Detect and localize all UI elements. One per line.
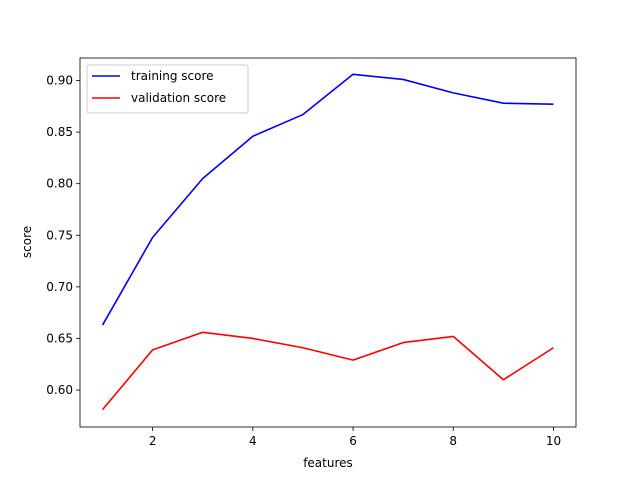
series-layer: [101, 73, 554, 411]
series-line-training-score: [101, 73, 554, 326]
y-tick-label: 0.65: [46, 331, 73, 345]
x-tick-label: 8: [449, 434, 457, 448]
y-tick-label: 0.90: [46, 73, 73, 87]
legend-box: [86, 64, 249, 114]
y-axis-label: score: [20, 226, 34, 258]
x-tick-label: 6: [349, 434, 357, 448]
y-tick-label: 0.70: [46, 280, 73, 294]
x-axis: 2 4 6 8 10: [149, 427, 561, 448]
x-axis-label: features: [303, 456, 353, 470]
y-tick-label: 0.80: [46, 177, 73, 191]
x-tick-label: 10: [546, 434, 561, 448]
legend: training score validation score: [86, 64, 249, 114]
legend-label: validation score: [131, 91, 226, 105]
plot-frame: [79, 57, 577, 428]
series-line-validation-score: [101, 331, 554, 411]
y-axis: 0.60 0.65 0.70 0.75 0.80 0.85 0.90: [46, 73, 80, 397]
x-tick-label: 2: [149, 434, 157, 448]
plot-background: [80, 58, 576, 427]
y-tick-label: 0.85: [46, 125, 73, 139]
legend-label: training score: [131, 69, 214, 83]
x-tick-label: 4: [249, 434, 257, 448]
y-tick-label: 0.60: [46, 383, 73, 397]
y-tick-label: 0.75: [46, 228, 73, 242]
